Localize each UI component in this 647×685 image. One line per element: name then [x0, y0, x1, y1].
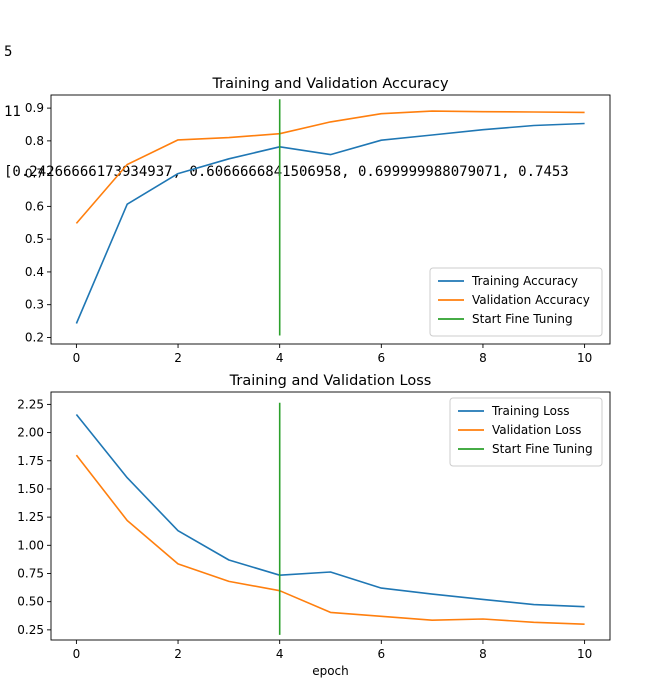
y-tick-label: 1.50 [17, 482, 44, 496]
plot-frame [50, 94, 611, 345]
x-tick-label: 4 [276, 351, 284, 365]
legend-box [449, 397, 603, 467]
plot-frame [50, 391, 611, 641]
console-line-count-2: 11 [4, 104, 21, 120]
y-tick-label: 2.00 [17, 426, 44, 440]
x-tick-label: 8 [479, 351, 487, 365]
console-output: 5 11 [0.24266666173934937, 0.60666668415… [4, 2, 647, 202]
x-axis-label: epoch [312, 664, 349, 678]
x-tick-label: 0 [73, 351, 81, 365]
y-tick-label: 0.50 [17, 595, 44, 609]
chart-panel-2: Training and Validation Loss 0 2 4 6 8 10 0.25 0… [17, 373, 611, 678]
y-tick-label: 0.4 [25, 265, 44, 279]
chart-title: Training and Validation Accuracy [211, 76, 449, 92]
series-line-validation-loss [75, 454, 585, 625]
x-tick-label: 10 [577, 351, 592, 365]
series-line-training-loss [75, 413, 585, 608]
y-tick-label: 1.25 [17, 510, 44, 524]
console-line-count-1: 5 [4, 44, 13, 60]
legend-label: Training Loss [491, 404, 569, 418]
y-tick-label: 0.2 [25, 330, 44, 344]
x-tick-label: 6 [377, 351, 385, 365]
legend-label: Validation Loss [492, 423, 581, 437]
legend-label: Validation Accuracy [472, 293, 590, 307]
legend: Training Accuracy Validation Accuracy Star… [429, 267, 603, 337]
legend-box [429, 267, 603, 337]
x-tick-label: 2 [174, 351, 182, 365]
x-tick-label: 4 [276, 647, 284, 661]
y-tick-label: 0.3 [25, 298, 44, 312]
x-tick-label: 8 [479, 647, 487, 661]
y-tick-label: 2.25 [17, 397, 44, 411]
chart-title: Training and Validation Loss [229, 373, 432, 389]
y-tick-label: 0.6 [25, 199, 44, 213]
x-tick-label: 10 [577, 647, 592, 661]
series-line-training-accuracy [75, 122, 585, 324]
x-tick-label: 6 [377, 647, 385, 661]
legend-label: Start Fine Tuning [472, 312, 573, 326]
y-tick-label: 1.75 [17, 454, 44, 468]
y-tick-label: 0.25 [17, 623, 44, 637]
y-tick-label: 0.9 [25, 101, 44, 115]
x-tick-label: 2 [174, 647, 182, 661]
legend-label: Training Accuracy [471, 274, 578, 288]
console-line-accuracy-list: [0.24266666173934937, 0.6066666841506958… [4, 164, 569, 180]
series-line-validation-accuracy [75, 110, 585, 224]
legend-label: Start Fine Tuning [492, 442, 593, 456]
y-tick-label: 1.00 [17, 538, 44, 552]
y-tick-label: 0.8 [25, 134, 44, 148]
y-tick-label: 0.5 [25, 232, 44, 246]
legend: Training Loss Validation Loss Start Fine T… [449, 397, 603, 467]
chart-panel-1: Training and Validation Accuracy 0 2 4 6 8 10 0… [25, 76, 611, 365]
y-tick-label: 0.75 [17, 566, 44, 580]
x-tick-label: 0 [73, 647, 81, 661]
y-tick-label: 0.7 [25, 167, 44, 181]
